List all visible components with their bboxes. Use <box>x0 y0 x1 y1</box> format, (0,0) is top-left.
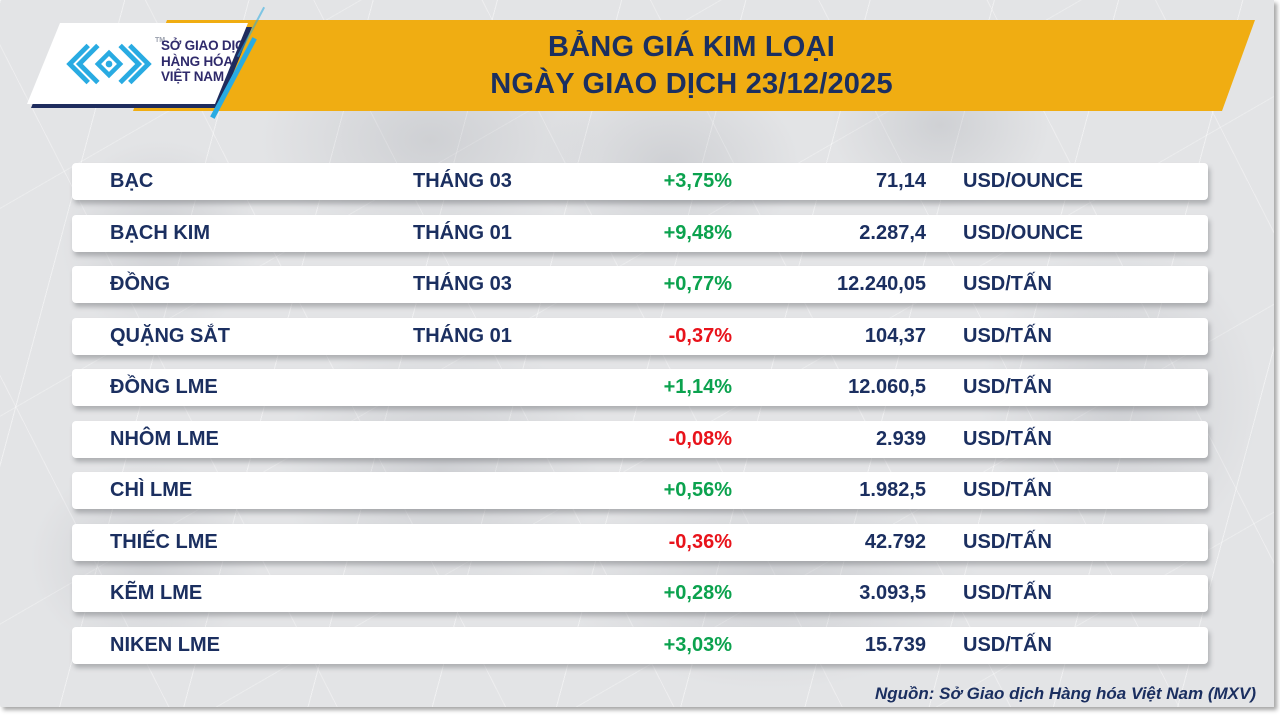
price-cell: 15.739 <box>864 633 926 656</box>
infographic-canvas: BẢNG GIÁ KIM LOẠI NGÀY GIAO DỊCH 23/12/2… <box>0 0 1274 707</box>
commodity-name-cell: BẠCH KIM <box>110 221 210 244</box>
title-banner: BẢNG GIÁ KIM LOẠI NGÀY GIAO DỊCH 23/12/2… <box>133 20 1255 111</box>
price-cell: 1.982,5 <box>859 479 926 501</box>
unit-cell: USD/TẤN <box>963 273 1052 295</box>
commodity-name-cell: BẠC <box>110 170 154 192</box>
logo-line-3: VIỆT NAM <box>161 69 224 84</box>
change-percent-cell: +3,75% <box>663 170 732 192</box>
logo-line-2: HÀNG HÓA <box>161 53 233 69</box>
table-row: CHÌ LME +0,56% 1.982,5 USD/TẤN <box>72 472 1208 509</box>
change-percent-cell: +3,03% <box>663 633 732 656</box>
change-percent-cell: +0,56% <box>663 479 732 501</box>
table-row: KẼM LME +0,28% 3.093,5 USD/TẤN <box>72 575 1208 612</box>
commodity-name-cell: THIẾC LME <box>110 530 218 553</box>
commodity-name-cell: NHÔM LME <box>110 427 219 450</box>
table-row: ĐỒNG THÁNG 03 +0,77% 12.240,05 USD/TẤN <box>72 266 1208 303</box>
mxv-logo-icon <box>66 43 152 85</box>
logo-line-1: SỞ GIAO DỊCH <box>161 38 255 53</box>
table-row: THIẾC LME -0,36% 42.792 USD/TẤN <box>72 523 1208 561</box>
unit-cell: USD/TẤN <box>963 582 1052 604</box>
source-caption: Nguồn: Sở Giao dịch Hàng hóa Việt Nam (M… <box>874 684 1256 703</box>
price-cell: 104,37 <box>864 324 926 347</box>
table-row: NHÔM LME -0,08% 2.939 USD/TẤN <box>72 420 1208 458</box>
change-percent-cell: +1,14% <box>663 376 732 398</box>
trademark-symbol: TM <box>155 37 166 44</box>
unit-cell: USD/TẤN <box>963 479 1052 501</box>
logo-wordmark: SỞ GIAO DỊCH HÀNG HÓA VIỆT NAM <box>161 38 255 85</box>
unit-cell: USD/TẤN <box>963 633 1052 656</box>
title-line-2: NGÀY GIAO DỊCH 23/12/2025 <box>490 68 893 100</box>
price-cell: 2.287,4 <box>859 221 926 244</box>
change-percent-cell: +0,77% <box>663 273 732 295</box>
price-cell: 12.060,5 <box>848 376 926 398</box>
change-percent-cell: -0,08% <box>668 427 732 450</box>
unit-cell: USD/TẤN <box>963 324 1052 347</box>
commodity-name-cell: QUẶNG SẮT <box>110 324 230 347</box>
table-row: ĐỒNG LME +1,14% 12.060,5 USD/TẤN <box>72 369 1208 406</box>
table-row: NIKEN LME +3,03% 15.739 USD/TẤN <box>72 626 1208 664</box>
table-row: QUẶNG SẮT THÁNG 01 -0,37% 104,37 USD/TẤN <box>72 317 1208 355</box>
change-percent-cell: +0,28% <box>663 582 732 604</box>
unit-cell: USD/TẤN <box>963 530 1052 553</box>
contract-month-cell: THÁNG 03 <box>413 273 512 295</box>
unit-cell: USD/TẤN <box>963 376 1052 398</box>
page-title: BẢNG GIÁ KIM LOẠI NGÀY GIAO DỊCH 23/12/2… <box>133 29 1255 103</box>
change-percent-cell: -0,36% <box>668 530 732 553</box>
price-cell: 2.939 <box>875 427 926 450</box>
price-cell: 3.093,5 <box>859 582 926 604</box>
mxv-logo-plate: TM SỞ GIAO DỊCH HÀNG HÓA VIỆT NAM <box>27 23 248 104</box>
contract-month-cell: THÁNG 03 <box>413 170 512 192</box>
commodity-name-cell: KẼM LME <box>110 582 203 604</box>
table-row: BẠC THÁNG 03 +3,75% 71,14 USD/OUNCE <box>72 163 1208 200</box>
contract-month-cell: THÁNG 01 <box>413 324 512 347</box>
change-percent-cell: -0,37% <box>668 324 732 347</box>
price-cell: 12.240,05 <box>837 273 926 295</box>
commodity-name-cell: CHÌ LME <box>110 479 193 501</box>
title-line-1: BẢNG GIÁ KIM LOẠI <box>548 31 835 63</box>
unit-cell: USD/OUNCE <box>963 170 1084 192</box>
commodity-name-cell: NIKEN LME <box>110 633 220 656</box>
table-row: BẠCH KIM THÁNG 01 +9,48% 2.287,4 USD/OUN… <box>72 214 1208 252</box>
change-percent-cell: +9,48% <box>663 221 732 244</box>
contract-month-cell: THÁNG 01 <box>413 221 512 244</box>
price-cell: 71,14 <box>875 170 926 192</box>
price-table: BẠC THÁNG 03 +3,75% 71,14 USD/OUNCE BẠCH… <box>72 163 1208 678</box>
commodity-name-cell: ĐỒNG <box>110 273 170 295</box>
unit-cell: USD/TẤN <box>963 427 1052 450</box>
price-cell: 42.792 <box>864 530 926 553</box>
commodity-name-cell: ĐỒNG LME <box>110 376 218 398</box>
unit-cell: USD/OUNCE <box>963 221 1084 244</box>
